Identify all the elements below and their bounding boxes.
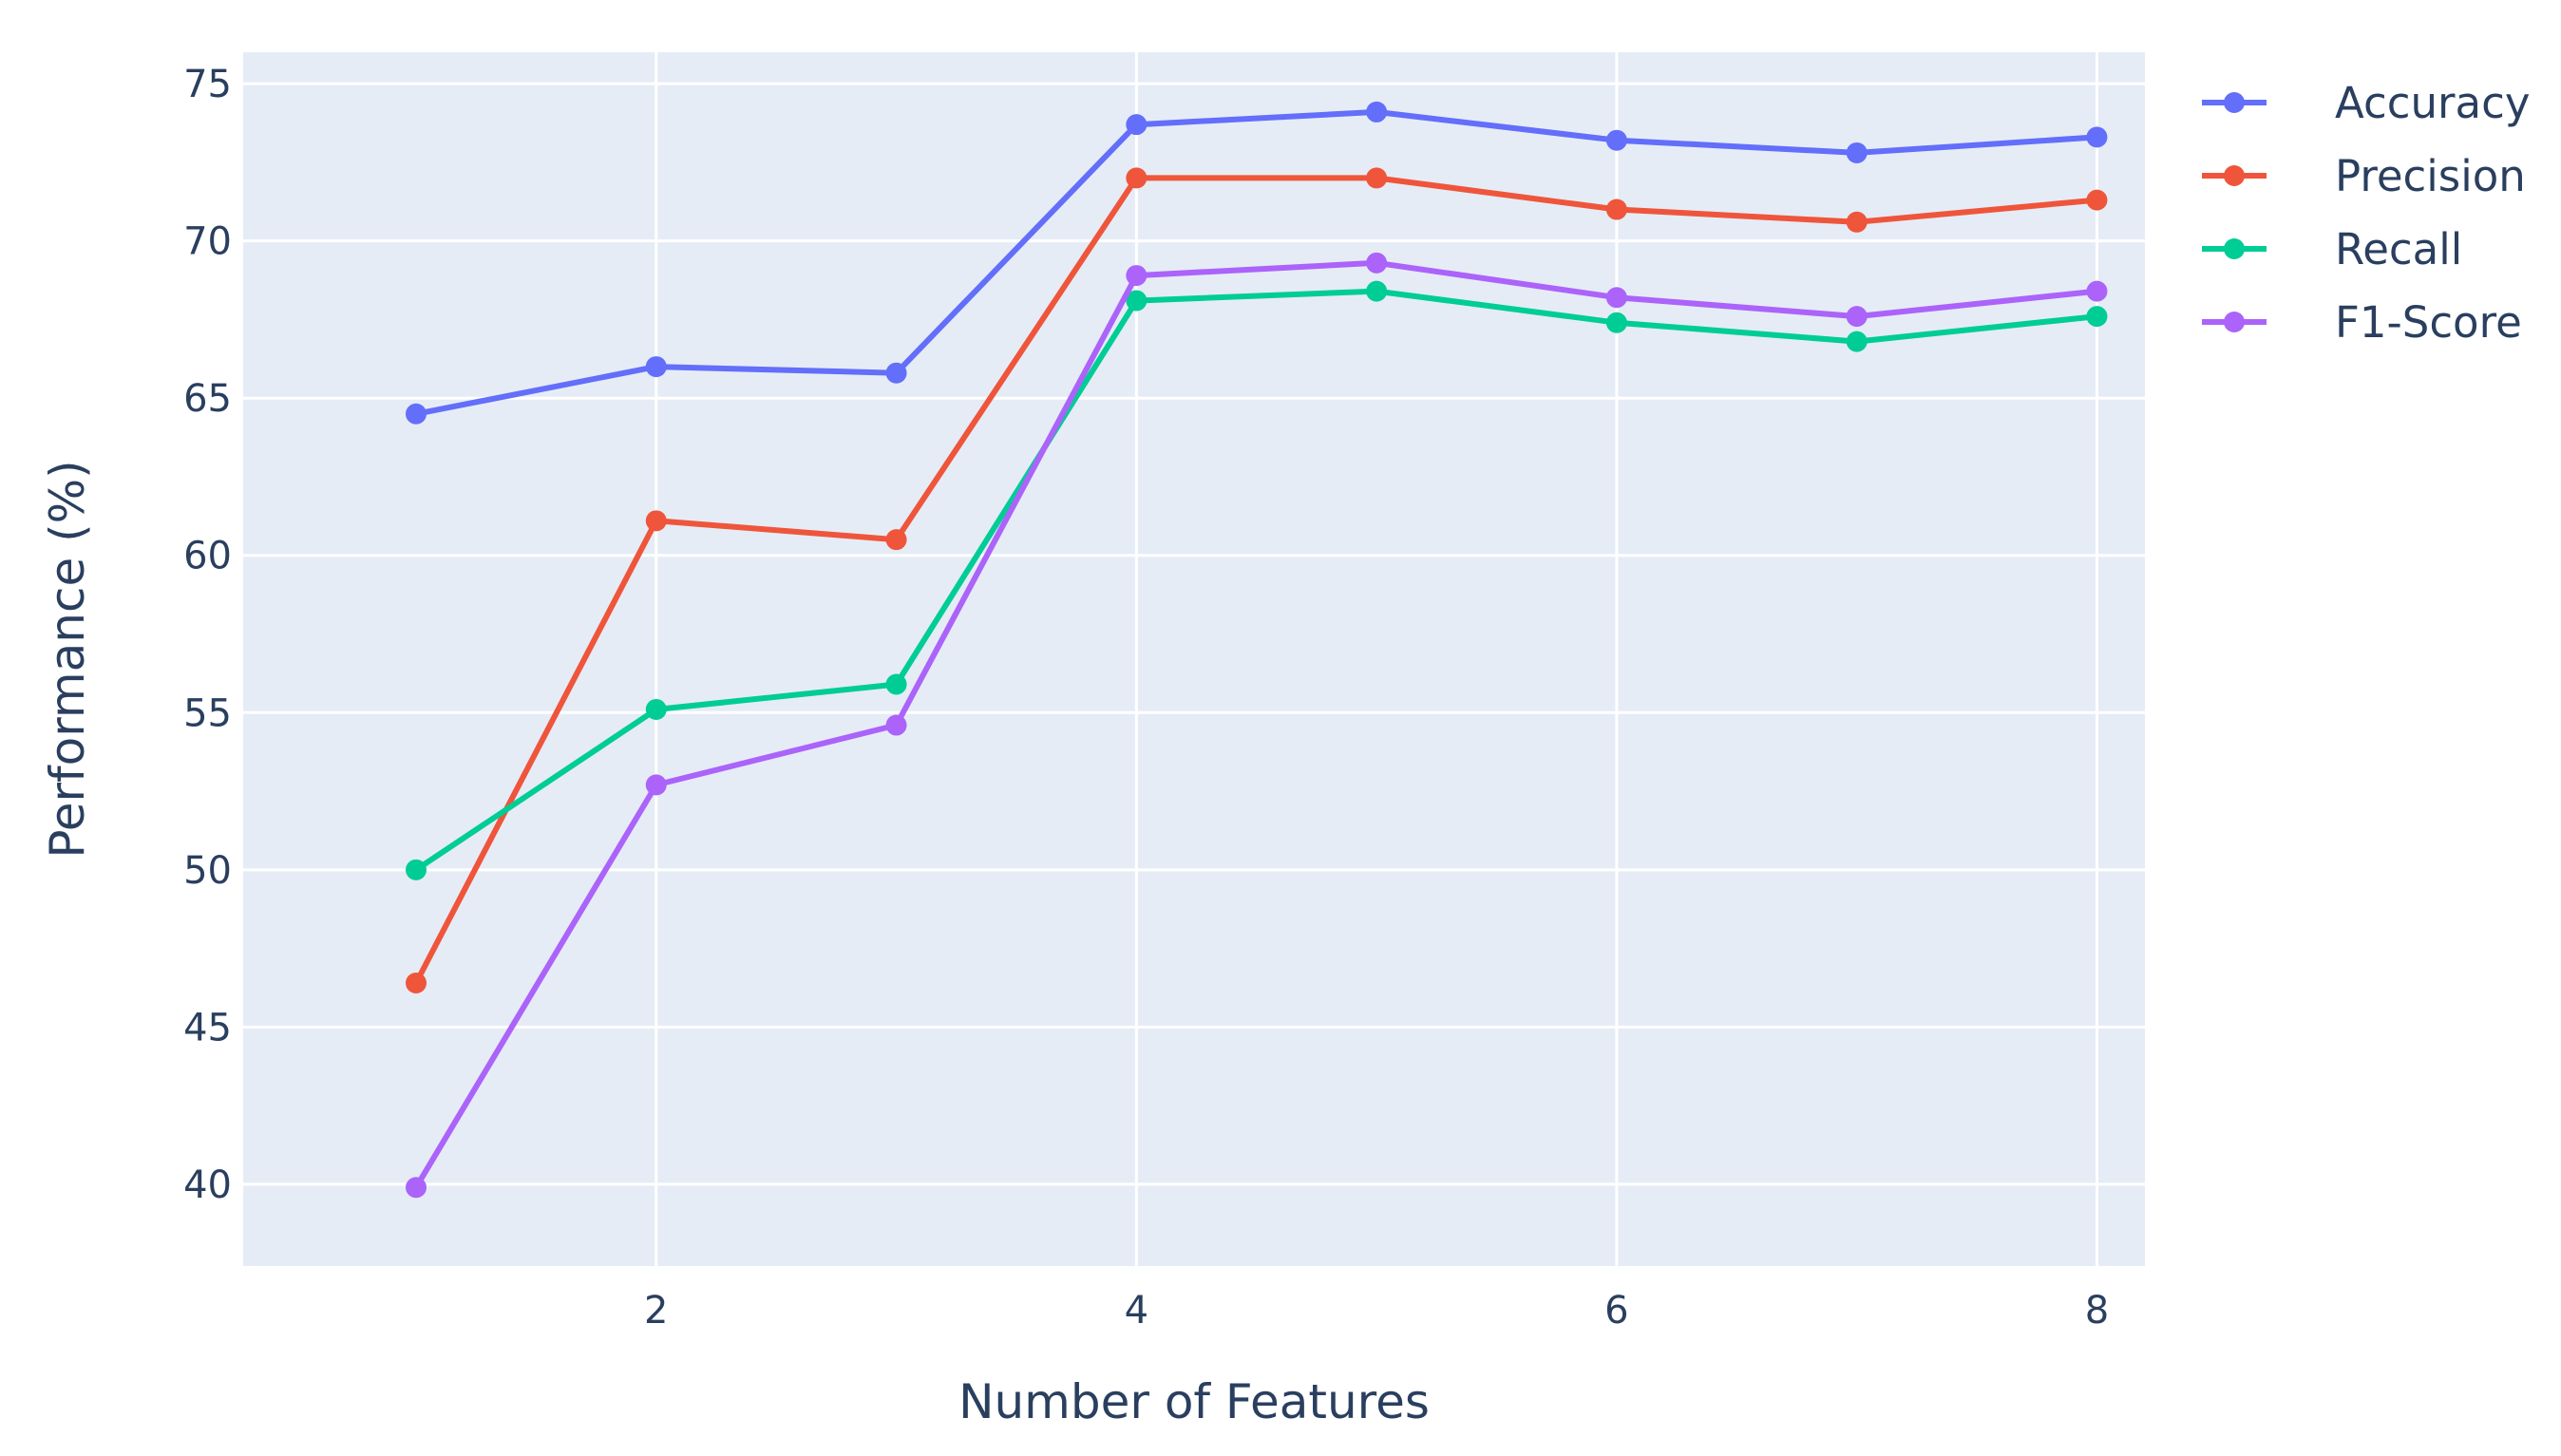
series-accuracy — [406, 101, 2108, 425]
series-precision — [406, 167, 2108, 994]
x-tick-label: 2 — [644, 1289, 668, 1333]
legend[interactable]: Accuracy Precision Recall F1-Score — [2202, 78, 2530, 348]
y-tick-label: 50 — [183, 849, 232, 893]
f1-score-point — [1366, 252, 1388, 274]
f1-score-legend-marker — [2224, 312, 2245, 332]
x-tick-label: 6 — [1604, 1289, 1628, 1333]
recall-legend-marker — [2224, 238, 2245, 259]
series-recall — [406, 280, 2108, 880]
recall-point — [1126, 290, 1148, 312]
y-tick-label: 55 — [183, 691, 232, 735]
y-tick-label: 45 — [183, 1006, 232, 1049]
precision-point — [1366, 167, 1388, 189]
accuracy-point — [1366, 101, 1388, 123]
recall-point — [885, 673, 907, 695]
recall-legend-label: Recall — [2335, 224, 2462, 274]
y-tick-label: 75 — [183, 63, 232, 106]
recall-point — [1846, 331, 1868, 352]
grid — [243, 52, 2145, 1266]
legend-item-recall[interactable]: Recall — [2202, 224, 2462, 274]
recall-point — [406, 859, 427, 880]
f1-score-point — [1126, 265, 1148, 287]
precision-legend-label: Precision — [2335, 151, 2526, 201]
accuracy-legend-label: Accuracy — [2335, 78, 2530, 128]
accuracy-point — [1126, 114, 1148, 136]
accuracy-point — [1846, 142, 1868, 163]
accuracy-legend-marker — [2224, 92, 2245, 113]
precision-legend-marker — [2224, 165, 2245, 186]
recall-point — [645, 698, 667, 720]
precision-point — [1126, 167, 1148, 189]
f1-score-point — [885, 714, 907, 736]
y-tick-label: 40 — [183, 1163, 232, 1207]
precision-point — [1846, 211, 1868, 233]
f1-score-legend-label: F1-Score — [2335, 297, 2522, 348]
y-tick-label: 70 — [183, 220, 232, 264]
recall-point — [2086, 306, 2108, 328]
precision-point — [885, 529, 907, 551]
x-axis-title: Number of Features — [958, 1374, 1430, 1429]
precision-point — [2086, 189, 2108, 211]
legend-item-precision[interactable]: Precision — [2202, 151, 2526, 201]
f1-score-line — [413, 259, 2097, 1189]
precision-line — [413, 175, 2097, 985]
legend-item-accuracy[interactable]: Accuracy — [2202, 78, 2530, 128]
series-f1-score — [406, 252, 2108, 1199]
f1-score-point — [645, 774, 667, 796]
accuracy-point — [406, 403, 427, 425]
recall-line — [414, 288, 2097, 873]
f1-score-point — [1605, 287, 1627, 309]
precision-point — [1605, 199, 1627, 220]
accuracy-point — [2086, 126, 2108, 148]
f1-score-point — [406, 1177, 427, 1199]
series-group — [406, 101, 2108, 1199]
plot-area-background — [243, 52, 2145, 1266]
f1-score-point — [1846, 306, 1868, 328]
recall-point — [1605, 312, 1627, 333]
accuracy-point — [645, 356, 667, 378]
legend-item-f1-score[interactable]: F1-Score — [2202, 297, 2522, 348]
y-tick-label: 65 — [183, 377, 232, 421]
y-tick-label: 60 — [183, 535, 232, 578]
accuracy-point — [1605, 129, 1627, 151]
y-axis-title: Performance (%) — [40, 460, 95, 858]
x-tick-label: 4 — [1125, 1289, 1148, 1333]
precision-point — [406, 973, 427, 994]
x-tick-label: 8 — [2085, 1289, 2109, 1333]
accuracy-line — [415, 108, 2097, 417]
precision-point — [645, 510, 667, 532]
f1-score-point — [2086, 280, 2108, 302]
accuracy-point — [885, 362, 907, 384]
axis-ticks: 40 45 50 55 60 65 70 75 2 4 6 8 — [183, 63, 2109, 1333]
recall-point — [1366, 280, 1388, 302]
